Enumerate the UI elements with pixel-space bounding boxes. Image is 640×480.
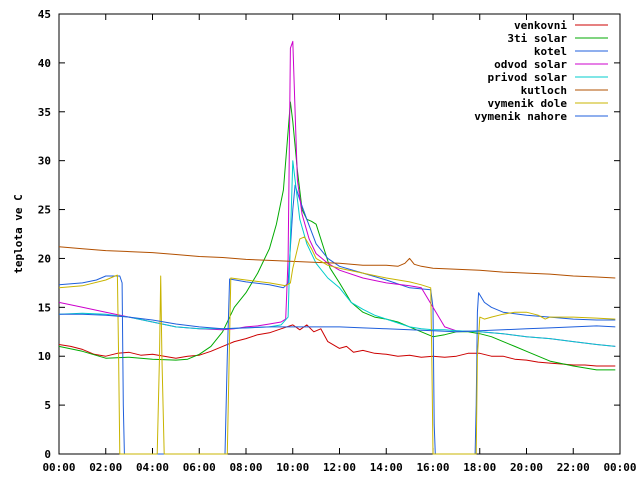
y-tick-label: 0	[44, 448, 51, 461]
x-tick-label: 10:00	[276, 461, 309, 474]
legend-label: kotel	[534, 45, 567, 58]
y-tick-label: 15	[38, 301, 51, 314]
legend-label: privod solar	[488, 71, 568, 84]
y-axis-label: teplota ve C	[12, 194, 25, 273]
series-line-5	[58, 160, 616, 347]
x-tick-label: 02:00	[89, 461, 122, 474]
x-tick-label: 12:00	[323, 461, 356, 474]
legend-label: vymenik dole	[488, 97, 568, 110]
x-tick-label: 00:00	[42, 461, 75, 474]
y-axis-ticks: 0 5 10 15 20 25 30 35 40 45	[38, 8, 620, 461]
x-axis-ticks: 00:00 02:00 04:00 06:00 08:00 10:00 12:00 14:00…	[42, 14, 637, 474]
x-tick-label: 00:00	[603, 461, 636, 474]
x-tick-label: 14:00	[370, 461, 403, 474]
y-tick-label: 5	[44, 399, 51, 412]
legend-label: kutloch	[521, 84, 567, 97]
series-line-8	[59, 313, 616, 333]
series-line-1	[58, 324, 616, 367]
series-line-2	[58, 101, 616, 371]
x-tick-label: 08:00	[229, 461, 262, 474]
series-line-7	[58, 236, 616, 455]
legend-label: venkovni	[514, 19, 567, 32]
x-tick-label: 04:00	[136, 461, 169, 474]
legend-label: odvod solar	[494, 58, 567, 71]
legend-label: 3ti solar	[507, 32, 567, 45]
legend-label: vymenik nahore	[474, 110, 567, 123]
series-line-6	[58, 246, 616, 279]
y-tick-label: 30	[38, 155, 51, 168]
y-tick-label: 10	[38, 350, 51, 363]
series-lines	[58, 40, 616, 455]
x-tick-label: 16:00	[416, 461, 449, 474]
y-tick-label: 20	[38, 252, 51, 265]
x-tick-label: 20:00	[510, 461, 543, 474]
y-tick-label: 40	[38, 57, 51, 70]
y-tick-label: 45	[38, 8, 51, 21]
y-tick-label: 25	[38, 204, 51, 217]
x-tick-label: 06:00	[183, 461, 216, 474]
x-tick-label: 18:00	[463, 461, 496, 474]
y-tick-label: 35	[38, 106, 51, 119]
x-tick-label: 22:00	[557, 461, 590, 474]
